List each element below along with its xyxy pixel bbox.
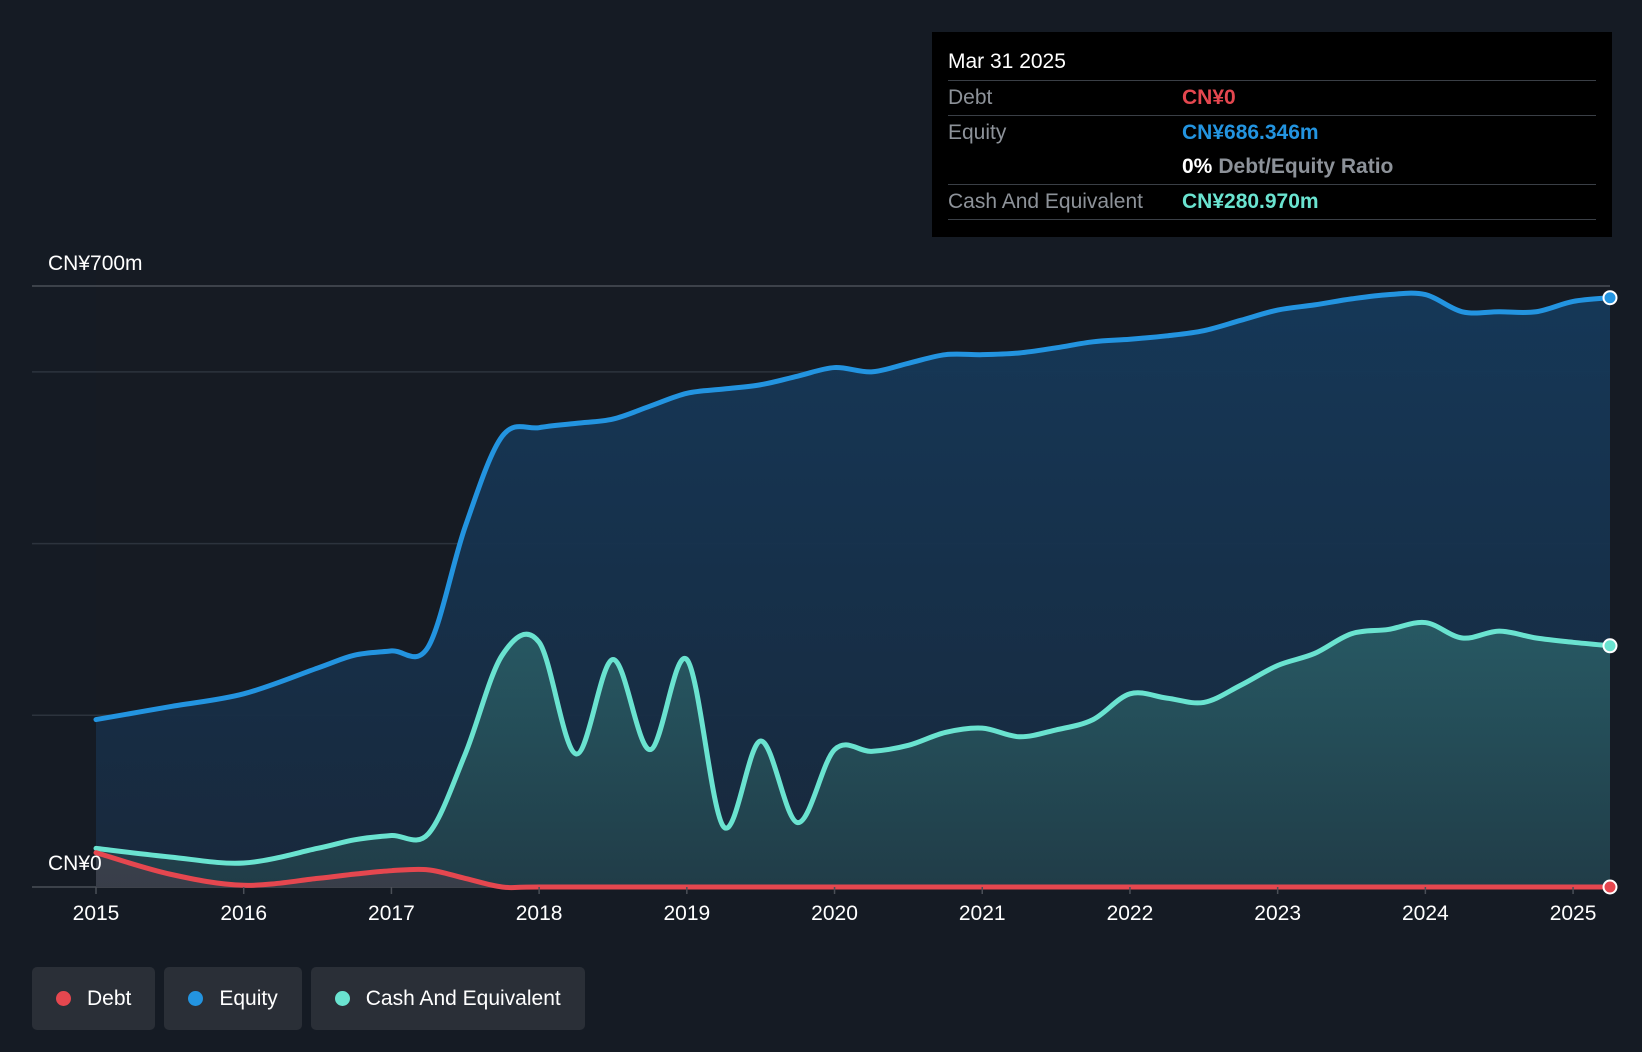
tooltip-row-debt: Debt CN¥0	[948, 81, 1596, 116]
x-tick-label-2025: 2025	[1550, 902, 1597, 925]
tooltip-debt-label: Debt	[948, 86, 993, 109]
equity-line	[93, 290, 1613, 723]
y-axis-bottom-label: CN¥0	[48, 852, 102, 875]
tooltip-equity-value: CN¥686.346m	[1182, 121, 1319, 144]
x-axis-ticks: 2015 2016 2017 2018 2019 2020 2021 2022 2023 2024…	[73, 887, 1597, 925]
cash-endpoint	[1602, 638, 1618, 654]
tooltip-row-equity: Equity CN¥686.346m	[948, 116, 1596, 150]
equity-endpoint	[1602, 290, 1618, 306]
tooltip-equity-label: Equity	[948, 121, 1007, 144]
cash-line	[93, 619, 1613, 866]
tooltip-ratio: 0% Debt/Equity Ratio	[1182, 150, 1393, 184]
x-tick-label-2024: 2024	[1402, 902, 1449, 925]
tooltip-row-ratio: 0% Debt/Equity Ratio	[948, 150, 1596, 185]
tooltip-cash-label: Cash And Equivalent	[948, 190, 1143, 213]
legend: Debt Equity Cash And Equivalent	[32, 967, 585, 1030]
y-axis-top-label: CN¥700m	[48, 252, 143, 275]
debt-dot-icon	[56, 991, 71, 1006]
x-tick-label-2016: 2016	[220, 902, 267, 925]
cash-area	[96, 622, 1610, 887]
x-tick-label-2017: 2017	[368, 902, 415, 925]
debt-endpoint	[1602, 879, 1618, 895]
tooltip-ratio-value: 0%	[1182, 155, 1213, 178]
tooltip-cash-value: CN¥280.970m	[1182, 190, 1319, 213]
debt-line	[93, 850, 1613, 891]
legend-item-cash[interactable]: Cash And Equivalent	[310, 967, 585, 1030]
x-tick-label-2019: 2019	[663, 902, 710, 925]
series-endpoints	[1602, 290, 1618, 895]
tooltip-debt-value: CN¥0	[1182, 86, 1236, 109]
tooltip-panel: Mar 31 2025 Debt CN¥0 Equity CN¥686.346m…	[932, 32, 1612, 237]
legend-item-debt[interactable]: Debt	[32, 967, 156, 1030]
x-tick-label-2022: 2022	[1107, 902, 1154, 925]
x-tick-label-2015: 2015	[73, 902, 120, 925]
x-tick-label-2023: 2023	[1254, 902, 1301, 925]
equity-dot-icon	[188, 991, 204, 1006]
tooltip-date: Mar 31 2025	[948, 44, 1596, 81]
tooltip-row-cash: Cash And Equivalent CN¥280.970m	[948, 185, 1596, 220]
x-tick-label-2021: 2021	[959, 902, 1006, 925]
tooltip-ratio-spacer	[948, 150, 1182, 184]
series-lines	[93, 290, 1613, 891]
legend-equity-label: Equity	[219, 986, 278, 1010]
tooltip-ratio-label: Debt/Equity Ratio	[1218, 155, 1394, 178]
x-tick-label-2018: 2018	[516, 902, 563, 925]
cash-dot-icon	[334, 991, 350, 1006]
plot-past-shade	[32, 270, 96, 888]
legend-debt-label: Debt	[87, 986, 132, 1010]
series-areas	[96, 293, 1610, 888]
legend-cash-label: Cash And Equivalent	[365, 986, 561, 1010]
legend-item-equity[interactable]: Equity	[164, 967, 302, 1030]
x-tick-label-2020: 2020	[811, 902, 858, 925]
